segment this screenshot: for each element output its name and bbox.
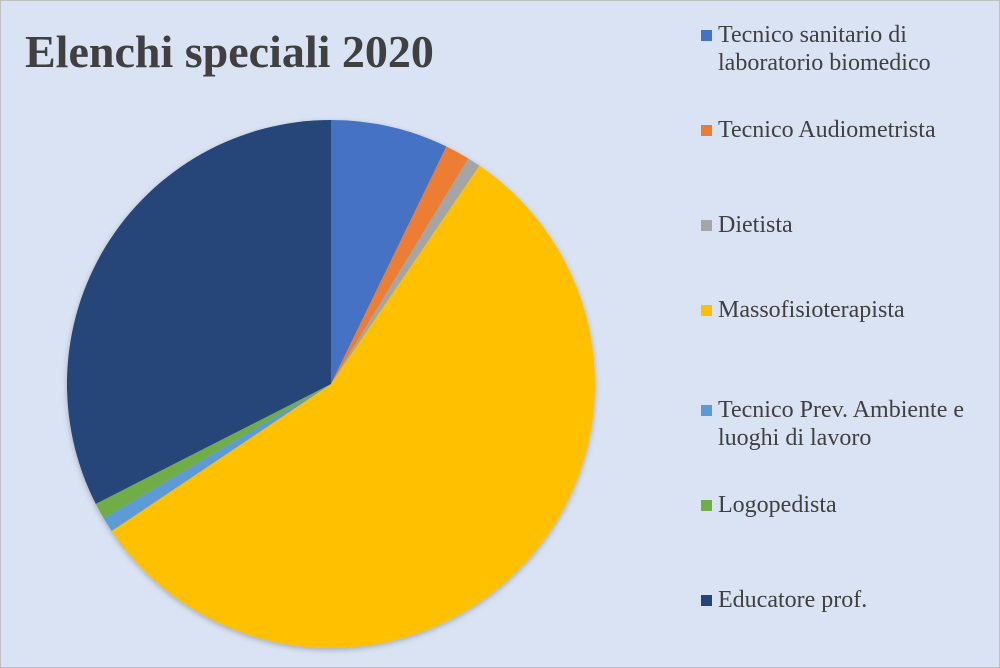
- legend-label: Educatore prof.: [718, 587, 868, 613]
- pie-slice: [111, 165, 595, 648]
- legend-swatch: [701, 30, 712, 41]
- legend-label: Dietista: [718, 212, 793, 238]
- legend-item: Educatore prof.: [701, 586, 996, 614]
- pie-slice: [331, 120, 447, 384]
- legend-label: Massofisioterapista: [718, 297, 905, 323]
- legend-swatch: [701, 220, 712, 231]
- pie-slice: [95, 384, 331, 519]
- legend-item: Tecnico sanitario di laboratorio biomedi…: [701, 21, 996, 77]
- pie-slice: [103, 384, 332, 532]
- legend-label: Tecnico sanitario di laboratorio biomedi…: [718, 22, 931, 76]
- chart-title: Elenchi speciali 2020: [25, 26, 434, 77]
- pie-slice: [331, 146, 469, 384]
- pie-slice: [67, 120, 331, 504]
- legend-item: Massofisioterapista: [701, 296, 996, 324]
- legend-label: Logopedista: [718, 492, 837, 518]
- legend-item: Logopedista: [701, 491, 996, 519]
- legend-swatch: [701, 305, 712, 316]
- legend-label: Tecnico Prev. Ambiente e luoghi di lavor…: [718, 397, 965, 451]
- legend-label: Tecnico Audiometrista: [718, 117, 936, 143]
- legend-swatch: [701, 500, 712, 511]
- pie-slice: [331, 158, 480, 384]
- legend-item: Tecnico Audiometrista: [701, 116, 996, 144]
- legend-item: Dietista: [701, 211, 996, 239]
- legend-swatch: [701, 125, 712, 136]
- legend-swatch: [701, 405, 712, 416]
- legend-item: Tecnico Prev. Ambiente e luoghi di lavor…: [701, 396, 996, 452]
- legend-swatch: [701, 595, 712, 606]
